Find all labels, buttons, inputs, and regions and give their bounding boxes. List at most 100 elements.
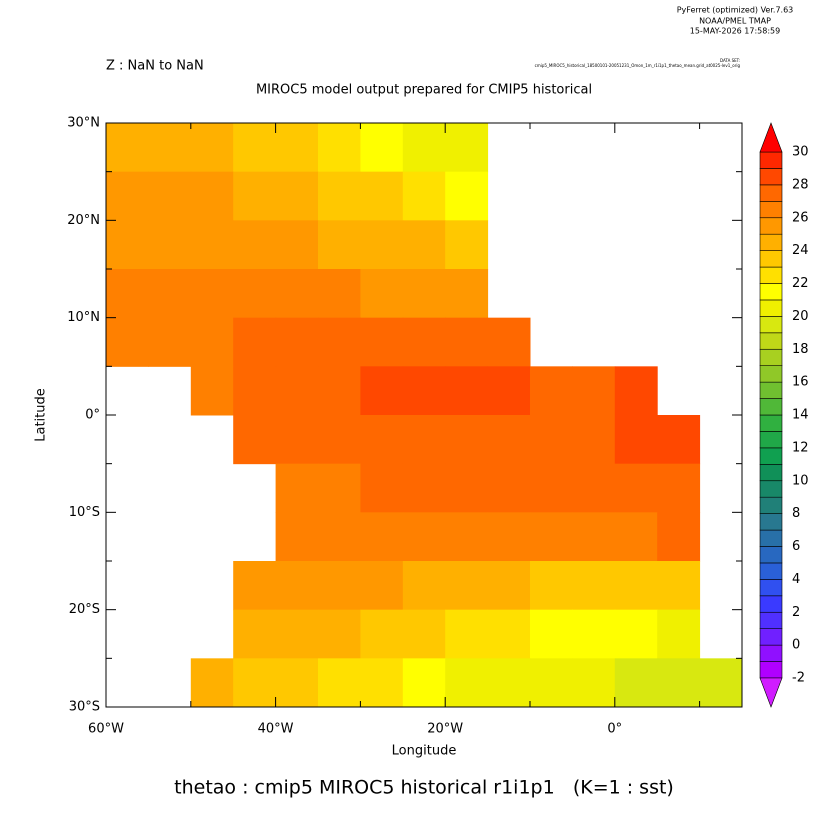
cell	[360, 171, 404, 221]
cell	[402, 658, 446, 708]
y-axis-label: Latitude	[34, 388, 49, 442]
cell	[233, 317, 277, 367]
colorbar-label: 26	[792, 210, 809, 225]
colorbar-box	[759, 348, 783, 366]
cell	[360, 366, 404, 416]
cell	[275, 317, 319, 367]
cell	[360, 269, 404, 319]
cell	[657, 658, 701, 708]
cell	[445, 317, 489, 367]
cell	[360, 658, 404, 708]
colorbar-box	[759, 431, 783, 449]
cell	[360, 123, 404, 173]
x-tick-label: 60°W	[88, 722, 124, 737]
colorbar-label: 16	[792, 375, 809, 390]
cell	[148, 220, 192, 270]
y-tick-label: 30°S	[69, 700, 100, 715]
cell	[530, 463, 573, 513]
colorbar-box	[759, 398, 783, 416]
colorbar-label: 10	[792, 473, 809, 488]
dataset: cmip5_MIROC5_historical_18500101-2005123…	[535, 63, 741, 68]
cell	[572, 366, 616, 416]
cell	[487, 415, 531, 465]
x-axis-label: Longitude	[392, 744, 457, 759]
colorbar-box	[759, 266, 783, 284]
cell	[530, 658, 573, 708]
cell	[614, 609, 658, 659]
colorbar-under	[759, 677, 783, 708]
y-tick-label: 0°	[85, 408, 100, 423]
cell	[148, 123, 192, 173]
cell	[233, 658, 277, 708]
colorbar-box	[759, 414, 783, 432]
cell	[657, 512, 701, 562]
cell	[233, 366, 277, 416]
cell	[614, 561, 658, 611]
cell	[148, 269, 192, 319]
cell	[445, 220, 489, 270]
cell	[318, 512, 361, 562]
colorbar-box	[759, 464, 783, 482]
cell	[402, 269, 446, 319]
colorbar-box	[759, 628, 783, 646]
cell	[275, 658, 319, 708]
cell	[275, 366, 319, 416]
cell	[572, 561, 616, 611]
cell	[445, 366, 489, 416]
cell	[487, 317, 531, 367]
cell	[318, 317, 361, 367]
colorbar-box	[759, 151, 783, 169]
cell	[402, 609, 446, 659]
cell	[190, 171, 234, 221]
cell	[318, 366, 361, 416]
cell	[275, 415, 319, 465]
cell	[318, 123, 361, 173]
cell	[233, 609, 277, 659]
cell	[572, 658, 616, 708]
cell	[318, 658, 361, 708]
cell	[445, 269, 489, 319]
colorbar-box	[759, 611, 783, 629]
colorbar-label: 6	[792, 539, 800, 554]
cell	[487, 366, 531, 416]
cell	[275, 220, 319, 270]
colorbar-box	[759, 201, 783, 219]
colorbar-box	[759, 365, 783, 383]
colorbar-box	[759, 381, 783, 399]
colorbar-box	[759, 661, 783, 679]
y-tick-label: 30°N	[67, 116, 100, 131]
cell	[614, 415, 658, 465]
cell	[275, 609, 319, 659]
cell	[402, 220, 446, 270]
cell	[106, 123, 149, 173]
cell	[614, 463, 658, 513]
cell	[360, 317, 404, 367]
cell	[360, 415, 404, 465]
cell	[190, 317, 234, 367]
colorbar-box	[759, 299, 783, 317]
cell	[106, 171, 149, 221]
cell	[106, 317, 149, 367]
colorbar-box	[759, 595, 783, 613]
cell	[530, 561, 573, 611]
colorbar-label: 24	[792, 243, 809, 258]
cell	[699, 658, 743, 708]
cell	[445, 658, 489, 708]
cell	[445, 171, 489, 221]
cell	[275, 512, 319, 562]
cell	[572, 512, 616, 562]
cell	[190, 366, 234, 416]
cell	[530, 415, 573, 465]
cell	[360, 561, 404, 611]
cell	[106, 220, 149, 270]
cell	[233, 123, 277, 173]
colorbar-label: 0	[792, 638, 800, 653]
y-tick-label: 20°N	[67, 213, 100, 228]
colorbar-label: 20	[792, 309, 809, 324]
colorbar-label: 4	[792, 572, 800, 587]
cell	[275, 561, 319, 611]
cell	[445, 415, 489, 465]
cell	[402, 463, 446, 513]
cell	[360, 463, 404, 513]
